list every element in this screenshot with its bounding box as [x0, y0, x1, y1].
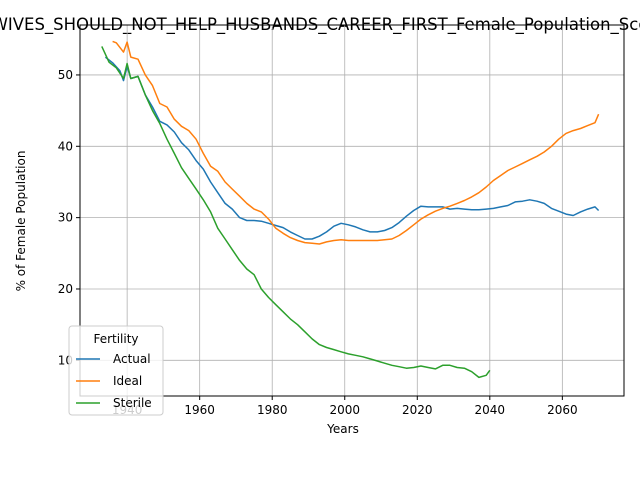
legend-title: Fertility	[93, 332, 138, 346]
x-tick-label: 2020	[402, 403, 433, 417]
y-tick-label: 20	[58, 282, 73, 296]
y-tick-label: 30	[58, 211, 73, 225]
y-tick-label: 50	[58, 68, 73, 82]
x-axis-label: Years	[326, 422, 359, 436]
legend-box	[68, 325, 164, 416]
series-line-ideal	[112, 40, 600, 245]
y-axis-label: % of Female Population	[14, 151, 28, 292]
x-tick-label: 2060	[547, 403, 578, 417]
x-tick-label: 2000	[329, 403, 360, 417]
x-tick-label: 1980	[257, 403, 288, 417]
series-lines	[101, 40, 600, 379]
x-tick-label: 1960	[184, 403, 215, 417]
legend-label-actual: Actual	[113, 352, 151, 366]
plot-frame	[79, 24, 625, 397]
legend-label-ideal: Ideal	[113, 374, 142, 388]
legend-label-sterile: Sterile	[113, 396, 152, 410]
y-tick-label: 40	[58, 139, 73, 153]
legend: Fertility Actual Ideal Sterile	[68, 325, 164, 416]
gridlines	[80, 25, 624, 396]
series-line-sterile	[101, 46, 491, 379]
x-tick-label: 2040	[475, 403, 506, 417]
series-line-actual	[104, 56, 600, 240]
x-axis: 1940196019802000202020402060	[112, 396, 578, 417]
